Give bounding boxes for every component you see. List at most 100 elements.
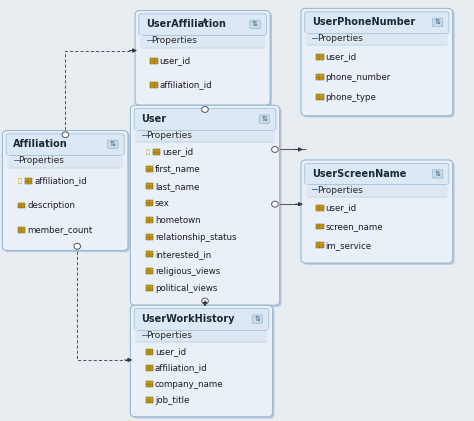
Circle shape <box>201 107 209 112</box>
Text: affiliation_id: affiliation_id <box>155 363 208 372</box>
Text: Affiliation: Affiliation <box>13 139 68 149</box>
FancyBboxPatch shape <box>259 115 270 123</box>
FancyBboxPatch shape <box>108 140 118 149</box>
FancyBboxPatch shape <box>301 8 453 116</box>
Text: company_name: company_name <box>155 380 224 389</box>
Circle shape <box>74 243 81 249</box>
FancyBboxPatch shape <box>140 34 265 48</box>
Text: affiliation_id: affiliation_id <box>160 80 212 89</box>
Text: Properties: Properties <box>317 186 363 195</box>
Text: interested_in: interested_in <box>155 250 211 259</box>
Text: first_name: first_name <box>155 165 201 173</box>
FancyBboxPatch shape <box>316 54 324 60</box>
Text: user_id: user_id <box>162 148 193 157</box>
FancyBboxPatch shape <box>305 163 449 184</box>
FancyBboxPatch shape <box>18 203 25 208</box>
FancyBboxPatch shape <box>252 315 263 323</box>
FancyBboxPatch shape <box>2 131 128 250</box>
FancyBboxPatch shape <box>146 365 153 371</box>
Text: User: User <box>141 114 166 124</box>
FancyBboxPatch shape <box>146 183 153 189</box>
FancyBboxPatch shape <box>25 178 32 184</box>
Text: screen_name: screen_name <box>326 222 383 231</box>
FancyBboxPatch shape <box>146 381 153 387</box>
FancyBboxPatch shape <box>150 58 158 64</box>
FancyBboxPatch shape <box>146 200 153 206</box>
Text: user_id: user_id <box>155 347 186 356</box>
FancyBboxPatch shape <box>150 82 158 88</box>
Text: ⇅: ⇅ <box>110 141 116 147</box>
Text: −: − <box>146 36 154 46</box>
Text: job_title: job_title <box>155 396 190 405</box>
Text: UserWorkHistory: UserWorkHistory <box>141 314 235 324</box>
FancyBboxPatch shape <box>316 94 324 100</box>
FancyBboxPatch shape <box>6 134 124 155</box>
FancyBboxPatch shape <box>316 242 324 248</box>
Text: Properties: Properties <box>146 131 192 140</box>
FancyBboxPatch shape <box>316 224 324 229</box>
Text: description: description <box>27 201 75 210</box>
Text: UserAffiliation: UserAffiliation <box>146 19 226 29</box>
Text: affiliation_id: affiliation_id <box>34 176 87 186</box>
Circle shape <box>272 201 278 207</box>
FancyBboxPatch shape <box>316 205 324 210</box>
Text: phone_number: phone_number <box>326 72 391 82</box>
Text: −: − <box>311 34 319 44</box>
FancyBboxPatch shape <box>250 20 260 29</box>
FancyBboxPatch shape <box>146 285 153 291</box>
Text: Properties: Properties <box>18 156 64 165</box>
FancyBboxPatch shape <box>306 32 448 45</box>
Text: −: − <box>13 156 21 166</box>
FancyBboxPatch shape <box>139 14 266 35</box>
FancyBboxPatch shape <box>132 307 274 418</box>
Text: hometown: hometown <box>155 216 201 225</box>
Text: relationship_status: relationship_status <box>155 233 237 242</box>
Text: 🔑: 🔑 <box>18 178 21 184</box>
Text: phone_type: phone_type <box>326 93 376 102</box>
Text: −: − <box>141 131 149 141</box>
FancyBboxPatch shape <box>316 74 324 80</box>
FancyBboxPatch shape <box>134 309 269 330</box>
FancyBboxPatch shape <box>146 251 153 257</box>
Circle shape <box>62 132 69 138</box>
Text: Properties: Properties <box>146 331 192 340</box>
FancyBboxPatch shape <box>146 234 153 240</box>
FancyBboxPatch shape <box>134 109 276 130</box>
FancyBboxPatch shape <box>301 160 453 263</box>
FancyBboxPatch shape <box>306 184 448 197</box>
Text: −: − <box>311 185 319 195</box>
FancyBboxPatch shape <box>432 170 443 178</box>
FancyBboxPatch shape <box>305 12 449 33</box>
Text: last_name: last_name <box>155 181 200 191</box>
Text: user_id: user_id <box>160 56 191 65</box>
FancyBboxPatch shape <box>303 162 455 265</box>
Text: user_id: user_id <box>326 52 357 61</box>
FancyBboxPatch shape <box>135 329 268 342</box>
FancyBboxPatch shape <box>18 227 25 233</box>
FancyBboxPatch shape <box>135 129 275 142</box>
FancyBboxPatch shape <box>4 132 130 252</box>
Text: user_id: user_id <box>326 203 357 212</box>
FancyBboxPatch shape <box>146 349 153 354</box>
Text: ⇅: ⇅ <box>252 21 258 27</box>
FancyBboxPatch shape <box>153 149 160 155</box>
Text: UserPhoneNumber: UserPhoneNumber <box>312 17 415 27</box>
FancyBboxPatch shape <box>137 12 272 107</box>
Text: ⇅: ⇅ <box>435 171 440 177</box>
Text: ⇅: ⇅ <box>255 316 260 322</box>
Text: political_views: political_views <box>155 284 218 293</box>
FancyBboxPatch shape <box>432 18 443 27</box>
Text: −: − <box>141 330 149 341</box>
Text: UserScreenName: UserScreenName <box>312 169 406 179</box>
FancyBboxPatch shape <box>146 166 153 172</box>
FancyBboxPatch shape <box>130 305 273 417</box>
Text: Properties: Properties <box>317 34 363 43</box>
FancyBboxPatch shape <box>146 268 153 274</box>
Text: member_count: member_count <box>27 225 92 234</box>
Text: religious_views: religious_views <box>155 267 220 276</box>
Text: ⇅: ⇅ <box>262 116 267 122</box>
Text: 🔑: 🔑 <box>146 149 149 155</box>
FancyBboxPatch shape <box>146 217 153 223</box>
FancyBboxPatch shape <box>135 11 270 105</box>
FancyBboxPatch shape <box>130 105 280 305</box>
